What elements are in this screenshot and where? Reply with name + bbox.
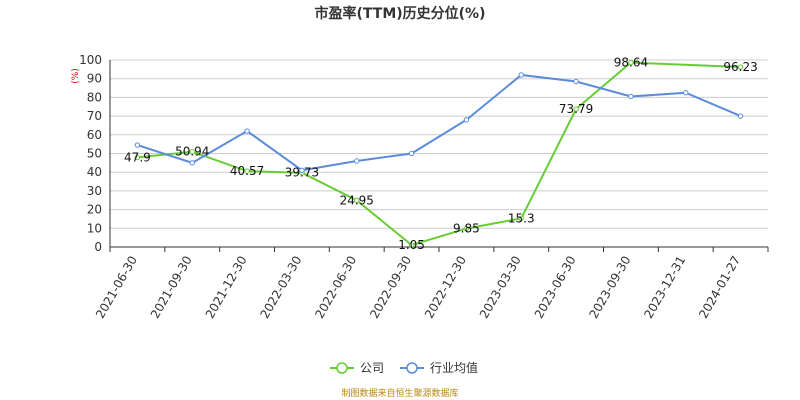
data-point	[299, 167, 305, 174]
data-point	[354, 197, 360, 204]
data-point	[628, 59, 634, 66]
x-tick-label: 2021-06-30	[93, 254, 140, 321]
y-tick-label: 0	[94, 240, 102, 254]
y-tick-label: 60	[87, 128, 102, 142]
data-point	[573, 106, 579, 112]
y-tick-label: 20	[87, 203, 102, 217]
data-point	[683, 90, 689, 96]
legend-label: 行业均值	[430, 360, 478, 375]
x-tick-labels: 2021-06-30 2021-09-30 2021-12-30 2022-03-30…	[93, 253, 743, 320]
data-label: 1.05	[398, 238, 425, 252]
data-point	[737, 113, 744, 119]
data-point	[408, 242, 415, 248]
data-point	[573, 78, 579, 85]
data-label: 24.95	[340, 193, 374, 207]
data-labels: 47.9 50.94 40.57 39.73 24.95 1.05 9.85 15.3 73.7…	[124, 56, 758, 252]
data-label: 50.94	[175, 145, 209, 159]
x-tick-label: 2024-01-27	[696, 254, 743, 321]
data-point	[354, 158, 360, 164]
axes	[109, 60, 769, 252]
x-tick-label: 2021-09-30	[148, 254, 195, 321]
data-label: 96.23	[723, 60, 757, 74]
data-point	[189, 149, 195, 155]
data-label: 40.57	[230, 164, 264, 178]
series-group	[134, 59, 744, 248]
data-point	[628, 93, 634, 100]
data-label: 39.73	[285, 166, 319, 180]
x-tick-label: 2021-12-30	[203, 253, 250, 320]
data-label: 9.85	[453, 222, 480, 236]
legend-marker	[336, 362, 348, 374]
series-line-1	[137, 73, 741, 172]
y-tick-label: 80	[87, 90, 102, 104]
x-tick-label: 2023-12-31	[641, 254, 688, 321]
y-tick-label: 50	[87, 147, 102, 161]
data-point	[408, 150, 415, 157]
data-point	[244, 168, 250, 174]
legend: 公司 行业均值	[330, 360, 478, 375]
y-tick-label: 70	[87, 109, 102, 123]
data-point	[134, 154, 141, 161]
chart-title: 市盈率(TTM)历史分位(%)	[315, 5, 486, 22]
legend-label: 公司	[360, 361, 384, 375]
x-tick-label: 2022-12-30	[422, 253, 469, 320]
data-label: 15.3	[508, 211, 535, 225]
x-tick-label: 2022-03-30	[258, 254, 305, 321]
x-tick-label: 2023-06-30	[532, 254, 579, 321]
y-tick-label: 100	[79, 53, 102, 67]
data-point	[189, 160, 195, 166]
y-tick-label: 40	[87, 165, 102, 179]
data-point	[244, 128, 250, 134]
y-tick-labels: 0 10 20 30 40 50 60 70 80 90 100	[79, 53, 102, 254]
data-label: 98.64	[614, 56, 648, 70]
data-label: 73.79	[559, 102, 593, 116]
y-tick-label: 30	[87, 184, 102, 198]
y-tick-label: 90	[87, 72, 102, 86]
data-point	[463, 225, 470, 232]
data-point	[134, 142, 141, 148]
y-tick-label: 10	[87, 221, 102, 235]
source-note: 制图数据来自恒生聚源数据库	[341, 387, 458, 399]
data-point	[518, 72, 524, 78]
y-axis-unit: (%)	[71, 68, 81, 84]
data-label: 47.9	[124, 150, 151, 164]
data-point	[463, 117, 470, 123]
x-tick-label: 2023-09-30	[587, 254, 634, 321]
x-tick-label: 2022-09-30	[367, 254, 414, 321]
data-point	[737, 64, 744, 70]
x-tick-label: 2023-03-30	[477, 254, 524, 321]
grid-lines	[110, 59, 768, 248]
legend-marker	[406, 362, 418, 374]
data-point	[518, 215, 524, 222]
x-tick-label: 2022-06-30	[312, 254, 359, 321]
